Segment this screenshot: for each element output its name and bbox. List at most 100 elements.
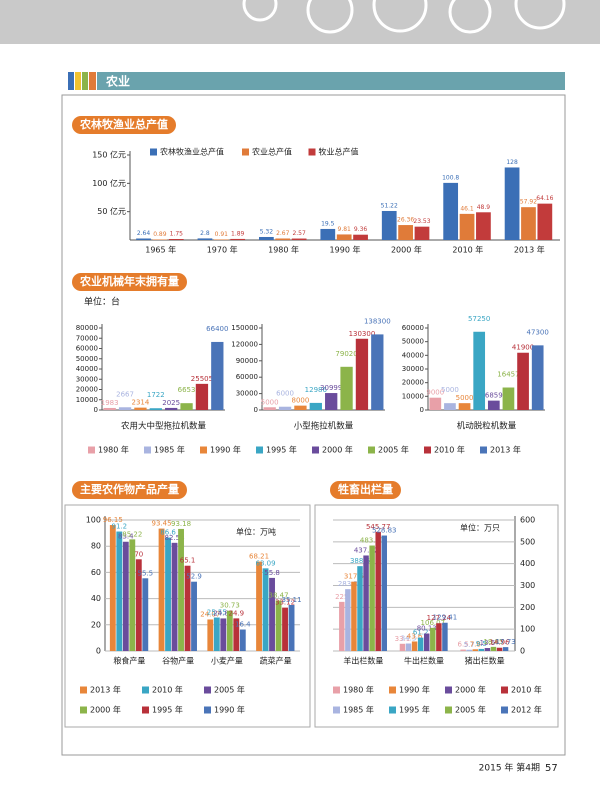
y-tick-label: 60 bbox=[91, 568, 101, 577]
bar bbox=[109, 525, 116, 651]
y-tick-label: 600 bbox=[520, 516, 535, 525]
bar bbox=[417, 637, 424, 651]
y-tick-label: 200 bbox=[520, 603, 535, 612]
x-tick-label: 蔬菜产量 bbox=[260, 656, 292, 666]
bar bbox=[116, 531, 123, 651]
data-label: 6000 bbox=[276, 390, 294, 398]
y-tick-label: 70000 bbox=[76, 334, 98, 342]
data-label: 13.6 bbox=[480, 639, 496, 647]
chart-title: 主要农作物产品产量 bbox=[80, 482, 179, 496]
legend-swatch bbox=[204, 706, 211, 714]
legend-swatch bbox=[480, 446, 487, 454]
data-label: 6.5 bbox=[458, 641, 469, 649]
bar bbox=[487, 400, 500, 410]
y-tick-label: 20000 bbox=[402, 379, 424, 387]
bar bbox=[191, 581, 197, 651]
bar bbox=[442, 622, 448, 651]
y-tick-label: 50000 bbox=[402, 338, 424, 346]
y-tick-label: 60000 bbox=[402, 324, 424, 332]
bar bbox=[399, 643, 406, 651]
bar bbox=[353, 234, 368, 240]
title-tag bbox=[72, 116, 176, 134]
section-title: 农业 bbox=[105, 74, 130, 89]
legend-swatch bbox=[389, 686, 396, 694]
legend-label: 1985 年 bbox=[343, 705, 374, 715]
legend-label: 2012 年 bbox=[511, 705, 542, 715]
bar bbox=[152, 239, 168, 240]
y-tick-label: 90000 bbox=[236, 357, 258, 365]
bar bbox=[458, 403, 471, 410]
bar bbox=[320, 228, 336, 240]
bar bbox=[478, 648, 485, 651]
data-label: 14.96 bbox=[490, 639, 511, 647]
y-tick-label: 100 bbox=[520, 625, 535, 634]
section-block bbox=[75, 72, 81, 90]
legend-label: 1990 年 bbox=[214, 705, 245, 715]
legend-label: 牧业总产值 bbox=[319, 147, 359, 157]
data-label: 93.18 bbox=[171, 520, 191, 528]
data-label: 127.24 bbox=[427, 614, 452, 622]
bar bbox=[345, 589, 351, 651]
data-label: 12986 bbox=[305, 386, 328, 394]
data-label: 34.3 bbox=[401, 635, 417, 643]
bar bbox=[197, 238, 213, 240]
data-label: 106.07 bbox=[421, 619, 446, 627]
data-label: 5000 bbox=[456, 394, 474, 402]
bar bbox=[118, 407, 132, 410]
bar bbox=[502, 647, 509, 651]
x-tick-label: 猪出栏数量 bbox=[465, 656, 505, 666]
x-tick-label: 1990 年 bbox=[330, 245, 361, 255]
section-block bbox=[89, 72, 96, 90]
data-label: 57.92 bbox=[520, 199, 537, 206]
data-label: 130300 bbox=[349, 330, 376, 338]
panel-title: 小型拖拉机数量 bbox=[294, 421, 354, 432]
data-label: 52.9 bbox=[186, 573, 202, 581]
data-label: 66400 bbox=[206, 325, 228, 333]
bar bbox=[436, 623, 442, 651]
y-tick-label: 150 亿元 bbox=[92, 150, 126, 160]
y-tick-label: 30000 bbox=[236, 390, 258, 398]
header-banner bbox=[0, 0, 600, 44]
data-label: 46.1 bbox=[460, 205, 474, 212]
bar bbox=[381, 210, 397, 240]
data-label: 2667 bbox=[116, 390, 134, 398]
bar bbox=[275, 238, 291, 240]
bar bbox=[490, 646, 497, 651]
data-label: 24.86 bbox=[213, 609, 234, 617]
bar bbox=[135, 559, 142, 651]
data-label: 0.89 bbox=[153, 231, 167, 238]
data-label: 5.32 bbox=[260, 228, 274, 235]
bar bbox=[476, 212, 491, 240]
data-label: 41900 bbox=[512, 344, 534, 352]
y-tick-label: 120000 bbox=[231, 340, 258, 348]
legend-label: 1990 年 bbox=[399, 685, 430, 695]
bar bbox=[275, 600, 282, 651]
x-tick-label: 牛出栏数量 bbox=[404, 656, 444, 666]
bar bbox=[129, 539, 136, 651]
data-label: 70 bbox=[134, 550, 143, 558]
legend-label: 1985 年 bbox=[154, 445, 185, 455]
legend-label: 2005 年 bbox=[455, 705, 486, 715]
bar bbox=[460, 649, 466, 651]
y-tick-label: 0 bbox=[520, 647, 525, 656]
legend-label: 1995 年 bbox=[399, 705, 430, 715]
bar bbox=[351, 581, 357, 651]
legend-swatch bbox=[333, 706, 340, 714]
title-tag bbox=[330, 481, 401, 499]
bar bbox=[414, 226, 430, 240]
unit: 单位：台 bbox=[84, 296, 120, 308]
data-label: 33.12 bbox=[275, 599, 295, 607]
bar bbox=[309, 402, 322, 410]
x-tick-label: 1970 年 bbox=[207, 245, 238, 255]
x-tick-label: 1965 年 bbox=[145, 245, 176, 255]
data-label: 55.8 bbox=[264, 569, 280, 577]
data-label: 48.9 bbox=[477, 204, 491, 211]
legend-swatch bbox=[256, 446, 263, 454]
section-bar bbox=[97, 72, 565, 90]
bar bbox=[278, 406, 292, 410]
data-label: 25.55 bbox=[207, 609, 227, 617]
bar bbox=[294, 405, 307, 410]
x-tick-label: 2010 年 bbox=[452, 245, 483, 255]
legend-swatch bbox=[204, 686, 211, 694]
